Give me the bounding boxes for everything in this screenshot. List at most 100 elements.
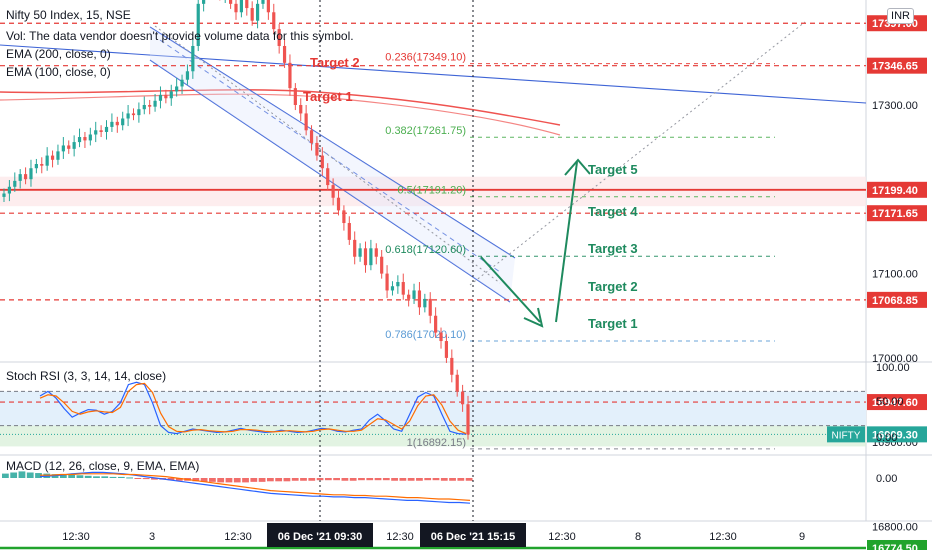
- channel-fill: [150, 27, 515, 302]
- price-axis-badge-label: 16909.30: [872, 429, 918, 441]
- candle-body: [148, 105, 152, 107]
- price-axis-badge: [867, 539, 927, 550]
- macd-axis-tick: 0.00: [876, 473, 897, 485]
- macd-histogram-bar: [10, 472, 18, 478]
- candle-body: [304, 113, 308, 131]
- candle-body: [347, 223, 351, 240]
- macd-histogram-bar: [35, 473, 42, 478]
- macd-histogram-bar: [266, 478, 274, 482]
- time-axis-tick: 06 Dec '21 09:30: [278, 531, 363, 543]
- price-axis-badge-label: 17171.65: [872, 208, 918, 220]
- candle-body: [299, 105, 303, 114]
- time-axis-highlight: [267, 523, 373, 547]
- candle-body: [407, 294, 411, 299]
- stoch-band: [0, 391, 866, 426]
- up-arrow-head: [564, 158, 591, 176]
- candle-body: [374, 248, 378, 257]
- fib-level-label: 0.382(17261.75): [385, 125, 466, 137]
- candle-body: [455, 374, 459, 392]
- macd-histogram-bar: [283, 478, 291, 482]
- macd-legend: MACD (12, 26, close, 9, EMA, EMA): [6, 459, 199, 473]
- macd-histogram-bar: [358, 478, 365, 481]
- macd-histogram-bar: [399, 478, 407, 481]
- time-axis-tick: 9: [799, 531, 805, 543]
- candle-body: [293, 88, 297, 105]
- target-label: Target 1: [588, 316, 638, 331]
- time-axis-tick: 06 Dec '21 15:15: [431, 531, 516, 543]
- fib-level-label: 1(16892.15): [407, 437, 466, 449]
- macd-line: [39, 471, 471, 504]
- up-arrow: [555, 161, 578, 323]
- candle-body: [202, 0, 206, 4]
- macd-histogram-bar: [449, 478, 456, 481]
- candle-body: [461, 391, 465, 405]
- volume-note: Vol: The data vendor doesn't provide vol…: [6, 29, 354, 43]
- macd-histogram-bar: [424, 478, 432, 481]
- candle-body: [115, 121, 119, 126]
- candle-body: [336, 197, 341, 211]
- macd-histogram-bar: [117, 476, 125, 478]
- candle-body: [13, 180, 17, 187]
- macd-histogram-bar: [366, 478, 374, 481]
- macd-histogram-bar: [374, 478, 382, 481]
- candle-body: [272, 12, 276, 30]
- target-label: Target 3: [588, 241, 638, 256]
- trend-line: [0, 44, 867, 104]
- price-axis-badge: [867, 426, 927, 443]
- candle-body: [50, 155, 55, 160]
- macd-histogram-bar: [382, 478, 390, 481]
- macd-histogram-bar: [101, 476, 109, 478]
- macd-histogram-bar: [324, 478, 332, 481]
- fib-level-label: 0.618(17120.60): [385, 244, 466, 256]
- projection-line: [469, 21, 806, 286]
- time-axis-tick: 12:30: [548, 531, 576, 543]
- macd-histogram-bar: [440, 478, 448, 481]
- macd-histogram-bar: [333, 478, 341, 481]
- last-price-tag: [827, 426, 865, 443]
- price-axis-tick: 17300.00: [872, 100, 918, 112]
- candle-body: [45, 155, 49, 166]
- stoch-axis-tick: 0.00: [876, 432, 897, 444]
- candle-body: [390, 286, 395, 291]
- currency-button[interactable]: INR: [887, 8, 914, 24]
- candle-body: [191, 45, 195, 72]
- candle-body: [282, 45, 287, 63]
- macd-histogram-bar: [258, 478, 266, 482]
- ema100-legend[interactable]: EMA (100, close, 0): [6, 65, 111, 79]
- macd-histogram-bar: [76, 475, 84, 478]
- candle-body: [121, 118, 125, 126]
- macd-histogram-bar: [349, 478, 357, 481]
- candle-body: [417, 290, 422, 308]
- macd-histogram-bar: [200, 478, 208, 482]
- candle-body: [34, 164, 38, 169]
- price-axis-badge: [867, 205, 927, 222]
- candle-body: [428, 298, 432, 316]
- candle-body: [158, 94, 163, 101]
- candle-body: [277, 29, 281, 46]
- resistance-zone: [0, 176, 866, 207]
- candle-body: [110, 121, 114, 127]
- candle-body: [434, 315, 438, 333]
- price-axis-badge: [867, 291, 927, 308]
- candle-body: [229, 0, 233, 4]
- macd-histogram-bar: [93, 476, 100, 478]
- macd-histogram-bar: [109, 476, 117, 478]
- macd-histogram-bar: [68, 474, 76, 478]
- time-axis-tick: 12:30: [386, 531, 414, 543]
- candle-body: [261, 0, 265, 4]
- candle-body: [320, 155, 324, 169]
- down-arrow: [480, 256, 541, 323]
- target-label: Target 2: [588, 279, 638, 294]
- price-axis-tick: 17000.00: [872, 353, 918, 365]
- candle-body: [423, 298, 427, 308]
- stoch-d-line: [39, 382, 467, 435]
- price-axis-badge-label: 17199.40: [872, 185, 918, 197]
- candle-body: [412, 290, 416, 299]
- candle-body: [380, 256, 384, 274]
- candle-body: [72, 142, 76, 149]
- ema200-legend[interactable]: EMA (200, close, 0): [6, 47, 111, 61]
- macd-histogram-bar: [175, 478, 183, 481]
- ema200-line: [0, 89, 561, 126]
- candle-body: [131, 113, 136, 116]
